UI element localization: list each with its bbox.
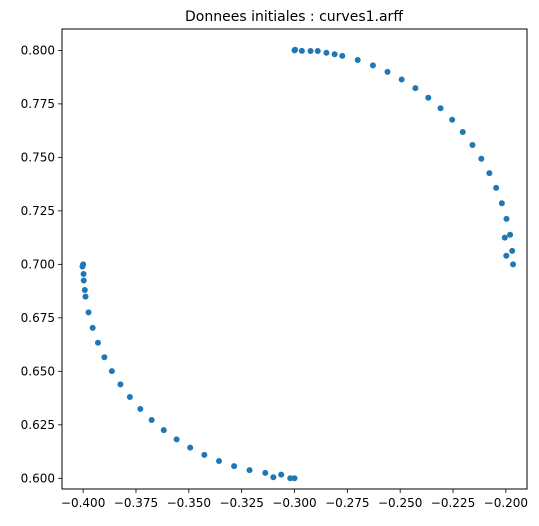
data-point [89, 324, 96, 331]
data-point [108, 368, 115, 375]
data-point [507, 231, 514, 238]
data-point [478, 155, 485, 162]
data-point [469, 142, 476, 149]
data-point [81, 287, 88, 294]
y-tick-label: 0.625 [21, 418, 55, 432]
data-point [323, 49, 330, 56]
data-point [425, 94, 432, 101]
data-point [339, 52, 346, 59]
data-point [493, 184, 500, 191]
data-point [287, 475, 294, 482]
data-point [501, 234, 508, 241]
data-point [231, 463, 238, 470]
data-point [94, 339, 101, 346]
x-tick-label: −0.350 [167, 496, 211, 510]
x-tick-label: −0.400 [61, 496, 105, 510]
data-point [291, 475, 298, 482]
data-point [510, 261, 517, 268]
data-point [80, 270, 87, 277]
data-point [270, 474, 277, 481]
data-point [126, 394, 133, 401]
y-tick-label: 0.700 [21, 257, 55, 271]
y-tick-label: 0.650 [21, 364, 55, 378]
data-point [498, 200, 505, 207]
data-point [79, 263, 86, 270]
data-point [262, 469, 269, 476]
y-tick-label: 0.750 [21, 150, 55, 164]
axes-layer: −0.400 −0.375 −0.350 −0.325 −0.300 −0.275 −0.2… [21, 43, 528, 510]
data-point [85, 309, 92, 316]
data-point [398, 76, 405, 83]
data-point [449, 116, 456, 123]
x-tick-label: −0.325 [219, 496, 263, 510]
points-layer [79, 46, 517, 482]
y-tick-label: 0.800 [21, 43, 55, 57]
y-tick-label: 0.725 [21, 204, 55, 218]
data-point [369, 62, 376, 69]
x-tick-label: −0.200 [484, 496, 528, 510]
x-tick-label: −0.275 [325, 496, 369, 510]
data-point [384, 68, 391, 75]
data-point [137, 405, 144, 412]
data-point [148, 417, 155, 424]
data-point [503, 252, 510, 259]
data-point [101, 354, 108, 361]
data-point [459, 129, 466, 136]
data-point [331, 51, 338, 58]
data-point [82, 293, 89, 300]
y-tick-label: 0.675 [21, 311, 55, 325]
data-point [314, 48, 321, 55]
chart-title: Donnees initiales : curves1.arff [185, 9, 403, 25]
data-point [298, 47, 305, 54]
data-point [503, 215, 510, 222]
x-tick-label: −0.225 [431, 496, 475, 510]
data-point [201, 451, 208, 458]
data-point [173, 436, 180, 443]
data-point [354, 57, 361, 64]
data-point [187, 444, 194, 451]
data-point [278, 471, 285, 478]
y-tick-label: 0.600 [21, 471, 55, 485]
data-point [117, 381, 124, 388]
data-point [437, 105, 444, 112]
data-point [486, 170, 493, 177]
x-tick-label: −0.300 [272, 496, 316, 510]
data-point [412, 85, 419, 92]
data-point [246, 467, 253, 474]
y-tick-label: 0.775 [21, 97, 55, 111]
data-point [80, 277, 87, 284]
data-point [307, 48, 314, 55]
data-point [160, 427, 167, 434]
data-point [509, 247, 516, 254]
x-tick-label: −0.250 [378, 496, 422, 510]
data-point [292, 46, 299, 53]
x-tick-label: −0.375 [114, 496, 158, 510]
data-point [216, 458, 222, 465]
